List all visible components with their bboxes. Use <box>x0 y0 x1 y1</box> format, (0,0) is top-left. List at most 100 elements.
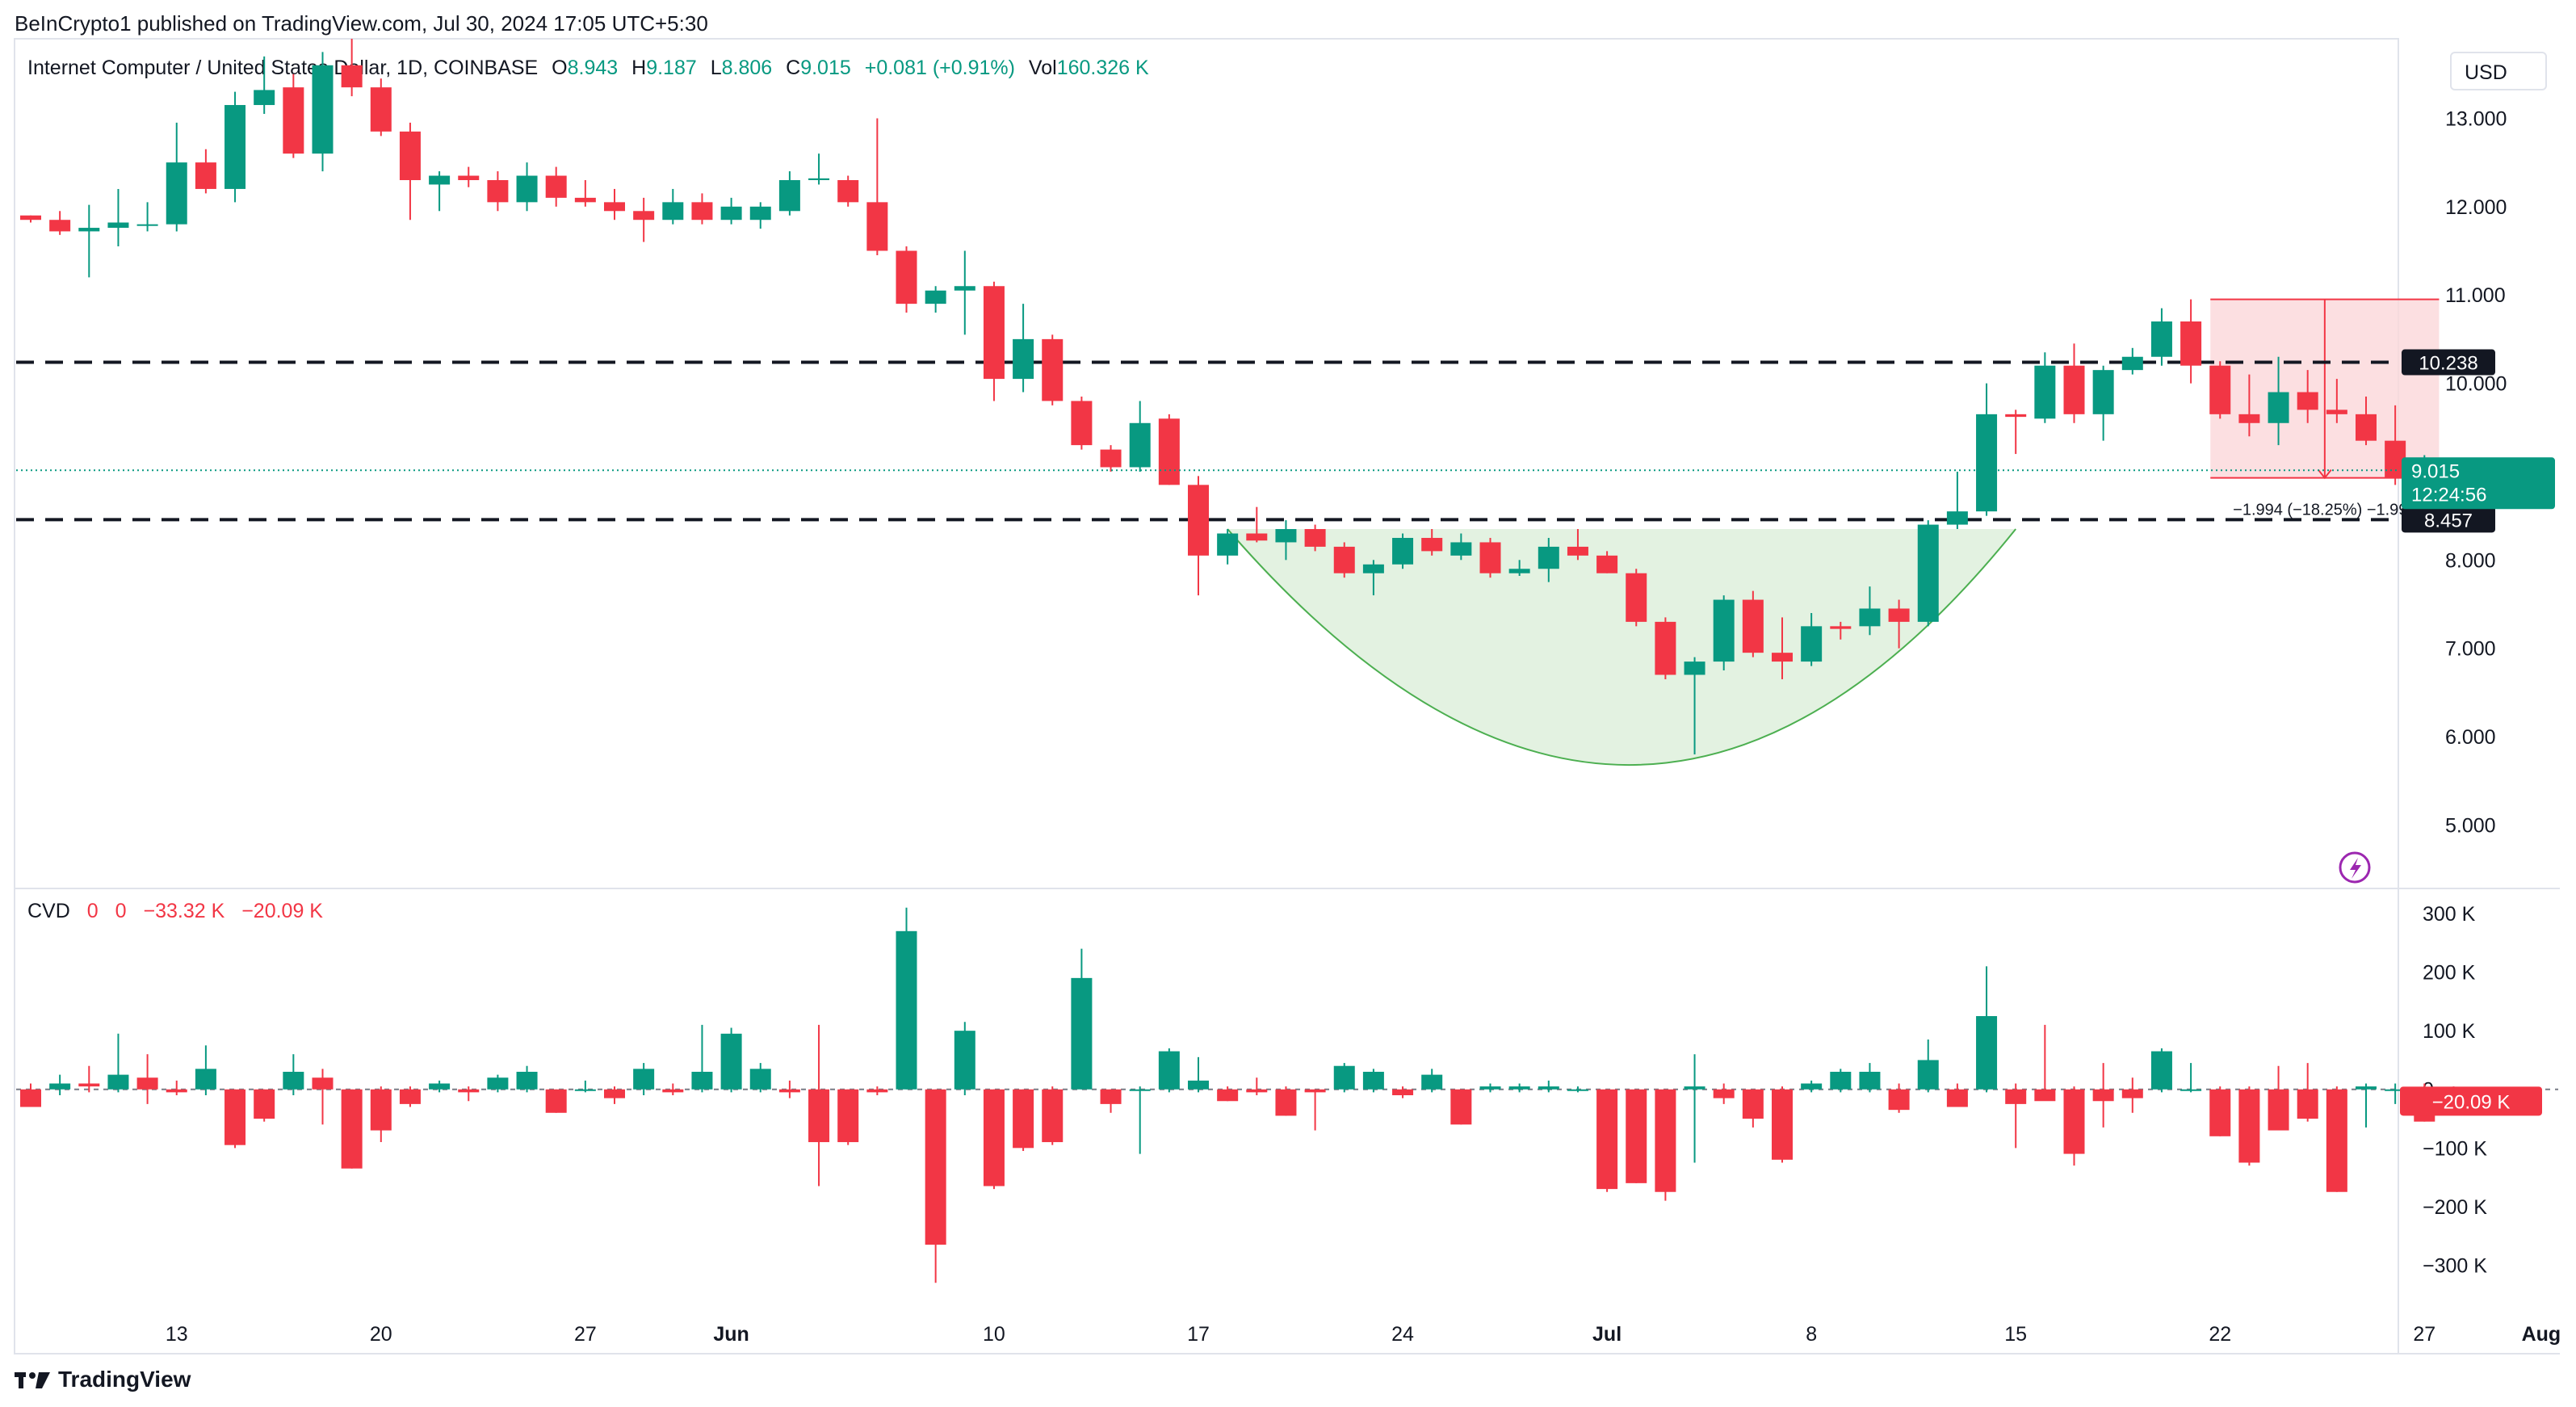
cvd-bar-body <box>1859 1071 1881 1090</box>
cvd-bar-body <box>1655 1089 1676 1192</box>
cvd-bar-body <box>720 1033 742 1090</box>
candle-body <box>1626 573 1647 622</box>
candle-body <box>749 206 771 220</box>
time-tick-label: 8 <box>1806 1323 1817 1346</box>
last-price-countdown: 12:24:56 <box>2411 484 2486 506</box>
cvd-bar-body <box>2063 1089 2085 1154</box>
currency-button[interactable]: USD <box>2450 52 2547 90</box>
candle-body <box>1450 542 1472 556</box>
candle-body <box>1508 569 1530 573</box>
cvd-bar-body <box>2005 1089 2027 1104</box>
cvd-bar-body <box>107 1074 129 1090</box>
tradingview-logo[interactable]: TradingView <box>15 1367 191 1392</box>
cvd-bar-body <box>808 1089 830 1143</box>
candle-body <box>954 286 975 291</box>
tradingview-logo-icon <box>15 1370 50 1389</box>
price-tick-label: 5.000 <box>2445 814 2496 837</box>
candle-body <box>778 180 800 212</box>
candle-body <box>808 178 830 180</box>
cvd-bar-body <box>1100 1089 1122 1104</box>
candle-body <box>2326 410 2347 414</box>
time-tick-label: Jun <box>713 1323 749 1346</box>
candle-body <box>341 65 363 88</box>
measure-label: −1.994 (−18.25%) −1.994 <box>2233 502 2416 519</box>
cvd-bar-body <box>1508 1086 1530 1090</box>
cvd-tick-label: 300 K <box>2423 903 2476 926</box>
cvd-bar-body <box>1772 1089 1793 1160</box>
candle-body <box>283 87 304 154</box>
candle-body <box>1801 626 1823 662</box>
cvd-bar-body <box>399 1089 421 1104</box>
cvd-bar-body <box>254 1089 275 1119</box>
high-value: 9.187 <box>646 57 697 79</box>
vol-label: Vol <box>1028 57 1057 79</box>
candle-body <box>1100 449 1122 468</box>
cvd-bar-body <box>1830 1071 1852 1090</box>
cvd-bar-body <box>954 1031 975 1090</box>
close-label: C <box>786 57 801 79</box>
cvd-bar-body <box>1626 1089 1647 1183</box>
cvd-bar-body <box>633 1069 655 1090</box>
candle-body <box>2297 392 2318 410</box>
cvd-bar-body <box>2238 1089 2260 1163</box>
candle-body <box>1217 533 1239 556</box>
price-tick-label: 6.000 <box>2445 726 2496 749</box>
candle-body <box>866 202 888 251</box>
candle-body <box>1188 485 1209 556</box>
last-price-label: 9.015 <box>2411 460 2460 482</box>
cvd-bar-body <box>2092 1089 2114 1102</box>
cvd-value-1: 0 <box>86 900 99 922</box>
candle-body <box>1917 524 1939 622</box>
cvd-tick-label: 100 K <box>2423 1020 2476 1043</box>
cvd-bar-body <box>78 1083 100 1087</box>
cvd-bar-body <box>1684 1086 1705 1090</box>
candle-body <box>2034 365 2056 419</box>
cvd-bar-body <box>778 1089 800 1093</box>
candle-body <box>1976 414 1998 512</box>
cvd-bar-body <box>341 1089 363 1169</box>
cvd-bar-body <box>925 1089 946 1245</box>
cvd-bar-body <box>136 1077 158 1090</box>
candle-body <box>1158 418 1180 485</box>
cvd-bar-body <box>2356 1086 2377 1090</box>
candle-body <box>1042 338 1064 401</box>
candle-body <box>574 197 596 203</box>
cvd-bar-body <box>1304 1089 1326 1093</box>
cvd-bar-body <box>1333 1065 1355 1090</box>
close-value: 9.015 <box>800 57 851 79</box>
cvd-bar-body <box>1421 1074 1443 1090</box>
cvd-bar-body <box>1013 1089 1034 1149</box>
cvd-bar-body <box>224 1089 246 1145</box>
cup-pattern-fill <box>1227 529 2016 766</box>
cvd-bar-body <box>1071 977 1093 1090</box>
resistance-label: 10.238 <box>2419 353 2477 375</box>
cvd-bar-body <box>195 1069 216 1090</box>
candle-body <box>1830 626 1852 629</box>
cvd-tick-label: −300 K <box>2423 1254 2487 1277</box>
candle-body <box>429 175 451 185</box>
candle-body <box>837 180 859 203</box>
candle-body <box>1742 599 1764 653</box>
candle-body <box>458 175 480 180</box>
price-tick-label: 10.000 <box>2445 373 2507 396</box>
candle-body <box>166 162 187 225</box>
candle-body <box>487 180 509 203</box>
cvd-bar-body <box>2180 1089 2202 1091</box>
cvd-bar-body <box>1479 1086 1501 1090</box>
candle-body <box>1421 537 1443 552</box>
cvd-bar-body <box>166 1089 187 1093</box>
cvd-bar-body <box>1917 1060 1939 1090</box>
candle-body <box>78 228 100 232</box>
cvd-bar-body <box>983 1089 1005 1186</box>
low-value: 8.806 <box>721 57 773 79</box>
candle-body <box>107 222 129 229</box>
candle-body <box>2005 414 2027 418</box>
cvd-bar-body <box>1596 1089 1618 1190</box>
candle-body <box>2238 414 2260 423</box>
resistance-label-bg <box>2402 349 2495 376</box>
candle-body <box>1304 529 1326 547</box>
candle-body <box>604 202 625 212</box>
cvd-bar-body <box>1946 1089 1968 1107</box>
